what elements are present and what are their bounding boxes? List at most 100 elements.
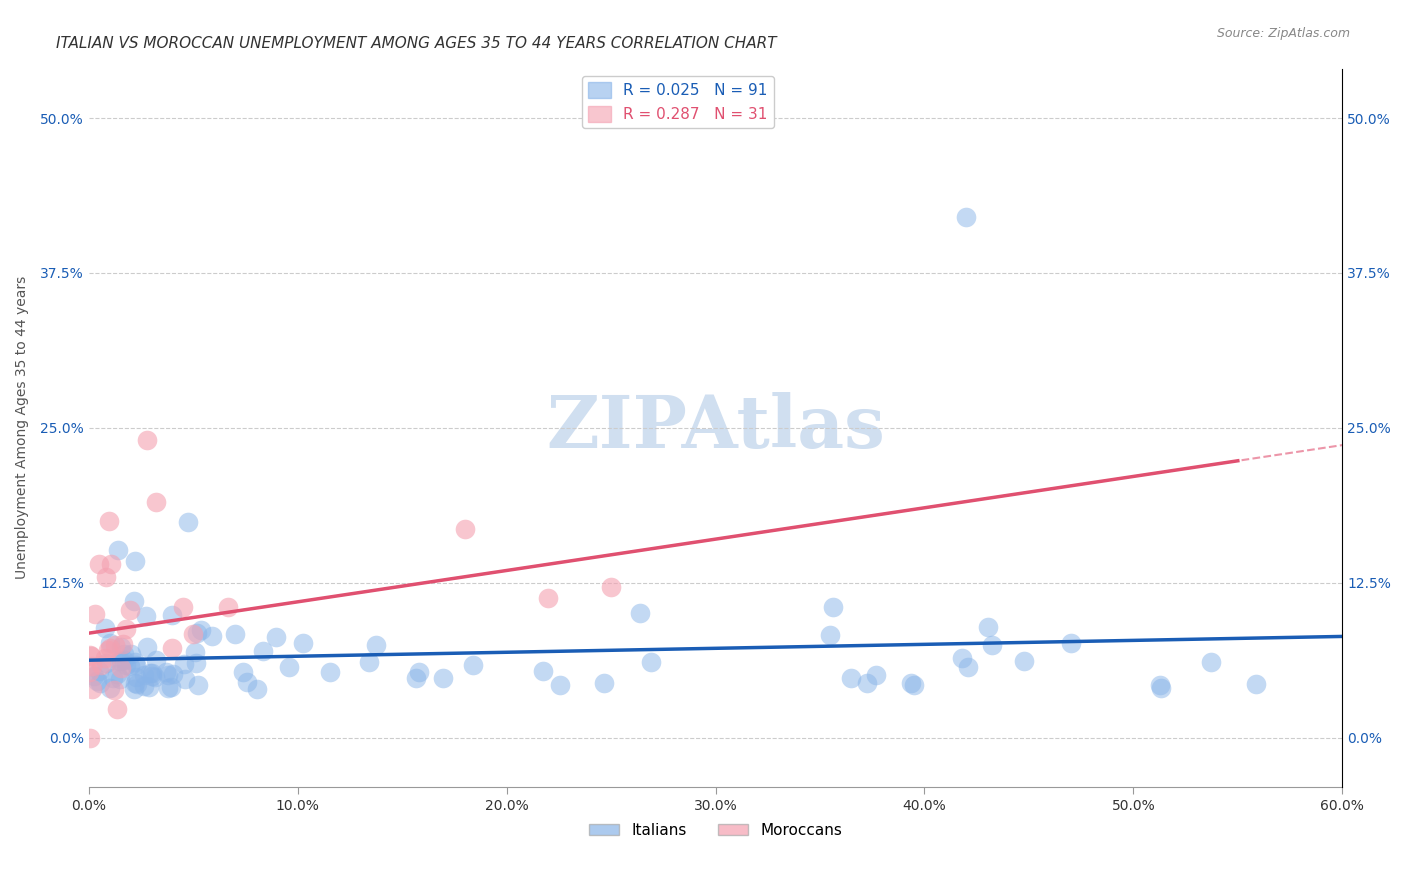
Text: ZIPAtlas: ZIPAtlas — [546, 392, 884, 463]
Point — [112, 647, 135, 661]
Point — [89, 676, 111, 690]
Point — [319, 665, 342, 680]
Point — [105, 667, 128, 681]
Point — [98, 636, 121, 650]
Point — [110, 654, 132, 668]
Point — [124, 676, 146, 690]
Point — [903, 678, 925, 692]
Point — [181, 627, 204, 641]
Legend: Italians, Moroccans: Italians, Moroccans — [582, 817, 848, 844]
Point — [593, 676, 616, 690]
Point — [173, 657, 195, 671]
Point — [135, 609, 157, 624]
Point — [79, 649, 101, 664]
Point — [83, 669, 105, 683]
Point — [201, 629, 224, 643]
Point — [359, 655, 381, 669]
Point — [600, 580, 623, 594]
Point — [1149, 678, 1171, 692]
Point — [124, 655, 146, 669]
Point — [981, 638, 1004, 652]
Point — [136, 640, 159, 655]
Point — [1150, 681, 1173, 695]
Point — [125, 676, 148, 690]
Point — [112, 637, 135, 651]
Point — [139, 666, 162, 681]
Point — [172, 600, 194, 615]
Point — [252, 644, 274, 658]
Point — [112, 653, 135, 667]
Point — [101, 672, 124, 686]
Point — [110, 661, 132, 675]
Point — [957, 660, 980, 674]
Point — [120, 658, 142, 673]
Point — [100, 681, 122, 695]
Point — [463, 657, 485, 672]
Point — [94, 651, 117, 665]
Point — [125, 658, 148, 673]
Point — [537, 591, 560, 605]
Point — [186, 626, 208, 640]
Point — [236, 675, 259, 690]
Point — [159, 680, 181, 694]
Point — [950, 650, 973, 665]
Point — [89, 557, 111, 571]
Point — [533, 664, 555, 678]
Point — [138, 680, 160, 694]
Point — [405, 671, 427, 685]
Point — [640, 656, 662, 670]
Point — [145, 495, 167, 509]
Point — [143, 670, 166, 684]
Point — [820, 627, 842, 641]
Point — [136, 434, 159, 448]
Point — [1014, 654, 1036, 668]
Point — [1060, 636, 1083, 650]
Point — [821, 599, 844, 614]
Point — [125, 670, 148, 684]
Point — [177, 515, 200, 529]
Point — [264, 630, 287, 644]
Point — [1244, 677, 1267, 691]
Point — [454, 522, 477, 536]
Point — [839, 671, 862, 685]
Point — [1199, 655, 1222, 669]
Point — [432, 671, 454, 685]
Point — [114, 622, 136, 636]
Point — [162, 641, 184, 656]
Point — [100, 557, 122, 571]
Point — [108, 654, 131, 668]
Point — [174, 673, 197, 687]
Point — [224, 626, 246, 640]
Text: ITALIAN VS MOROCCAN UNEMPLOYMENT AMONG AGES 35 TO 44 YEARS CORRELATION CHART: ITALIAN VS MOROCCAN UNEMPLOYMENT AMONG A… — [56, 36, 778, 51]
Point — [104, 638, 127, 652]
Point — [184, 656, 207, 670]
Point — [122, 682, 145, 697]
Point — [98, 640, 121, 655]
Point — [141, 669, 163, 683]
Point — [955, 210, 977, 224]
Point — [94, 569, 117, 583]
Point — [124, 554, 146, 568]
Text: Source: ZipAtlas.com: Source: ZipAtlas.com — [1216, 27, 1350, 40]
Point — [79, 731, 101, 745]
Point — [162, 667, 184, 681]
Point — [77, 665, 100, 679]
Point — [855, 676, 877, 690]
Point — [156, 668, 179, 682]
Point — [83, 607, 105, 621]
Point — [232, 665, 254, 680]
Point — [132, 679, 155, 693]
Point — [82, 659, 104, 673]
Point — [190, 623, 212, 637]
Point — [246, 681, 269, 696]
Point — [900, 675, 922, 690]
Point — [110, 640, 132, 654]
Point — [187, 677, 209, 691]
Point — [157, 681, 180, 696]
Point — [184, 644, 207, 658]
Point — [145, 653, 167, 667]
Point — [277, 660, 299, 674]
Point — [107, 543, 129, 558]
Point — [132, 668, 155, 682]
Point — [292, 636, 315, 650]
